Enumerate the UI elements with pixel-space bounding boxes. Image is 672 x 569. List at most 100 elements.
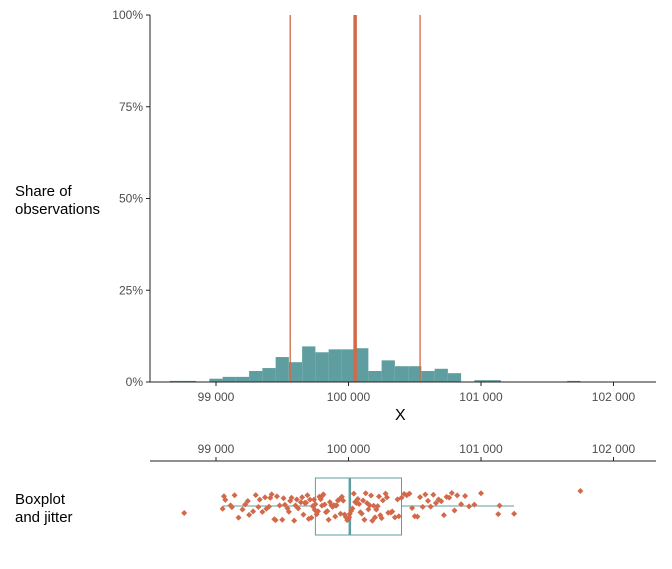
jitter-point-120 xyxy=(419,503,426,510)
jitter-point-78 xyxy=(346,510,353,517)
boxplot-x-tick-label-3: 102 000 xyxy=(592,442,636,456)
jitter-point-26 xyxy=(279,516,286,523)
jitter-point-80 xyxy=(349,505,356,512)
jitter-point-135 xyxy=(462,493,469,500)
histogram-x-tick-label-1: 100 000 xyxy=(327,390,371,404)
jitter-point-15 xyxy=(256,496,263,503)
jitter-point-14 xyxy=(255,503,262,510)
histogram-bar-5 xyxy=(249,370,263,382)
jitter-point-12 xyxy=(250,508,257,515)
jitter-point-0 xyxy=(181,510,188,516)
histogram-bar-15 xyxy=(381,360,395,382)
jitter-point-19 xyxy=(266,503,272,510)
histogram-bar-21 xyxy=(474,380,488,382)
histogram-y-tick-label-3: 75% xyxy=(119,100,143,114)
histogram-bar-7 xyxy=(275,357,289,382)
jitter-point-93 xyxy=(366,502,373,509)
jitter-point-17 xyxy=(262,494,269,501)
jitter-point-142 xyxy=(577,488,584,494)
histogram-y-axis-title: Share of observations xyxy=(15,183,101,218)
histogram-bar-17 xyxy=(408,366,422,382)
histogram-bar-8 xyxy=(288,362,303,382)
jitter-point-57 xyxy=(321,501,328,508)
histogram-panel: 0% 25% 50% 75% 100% 99 000 100 000 101 000 102 0… xyxy=(112,8,656,404)
jitter-point-44 xyxy=(307,496,314,503)
jitter-point-81 xyxy=(350,490,357,497)
histogram-bar-12 xyxy=(341,349,356,382)
jitter-point-70 xyxy=(337,510,344,517)
jitter-point-45 xyxy=(308,514,315,521)
jitter-point-84 xyxy=(354,496,361,503)
jitter-point-35 xyxy=(293,496,300,503)
boxplot-x-tick-label-1: 100 000 xyxy=(327,442,371,456)
boxplot-x-tick-label-0: 99 000 xyxy=(198,442,235,456)
jitter-point-49 xyxy=(312,501,319,508)
histogram-bar-23 xyxy=(567,380,581,382)
jitter-point-127 xyxy=(438,498,445,505)
jitter-point-16 xyxy=(259,508,266,515)
jitter-point-108 xyxy=(389,508,396,515)
jitter-point-124 xyxy=(430,491,437,498)
jitter-point-51 xyxy=(315,508,322,515)
jitter-point-39 xyxy=(300,511,307,518)
jitter-point-47 xyxy=(311,496,318,503)
jitter-point-111 xyxy=(395,513,402,520)
jitter-point-9 xyxy=(242,501,249,508)
jitter-point-10 xyxy=(244,497,251,504)
histogram-bar-18 xyxy=(421,370,435,382)
jitter-point-115 xyxy=(406,490,413,497)
jitter-point-28 xyxy=(281,501,288,508)
jitter-point-32 xyxy=(288,494,295,501)
jitter-point-33 xyxy=(291,517,298,524)
histogram-bar-13 xyxy=(355,348,369,382)
jitter-point-3 xyxy=(222,496,229,503)
histogram-x-tick-label-3: 102 000 xyxy=(592,390,636,404)
jitter-point-5 xyxy=(228,504,235,511)
jitter-point-72 xyxy=(340,497,347,504)
histogram-y-tick-label-2: 50% xyxy=(119,192,143,206)
jitter-point-133 xyxy=(454,492,461,499)
histogram-x-axis-title: X xyxy=(395,407,406,424)
jitter-point-89 xyxy=(361,516,368,523)
histogram-bar-20 xyxy=(447,373,462,382)
jitter-point-130 xyxy=(446,494,453,501)
jitter-point-131 xyxy=(448,490,455,497)
histogram-bar-2 xyxy=(209,378,223,382)
jitter-point-123 xyxy=(427,503,434,510)
jitter-point-41 xyxy=(303,499,310,506)
histogram-bar-19 xyxy=(434,368,448,382)
histogram-bar-11 xyxy=(328,349,342,382)
jitter-point-122 xyxy=(425,497,431,504)
jitter-point-97 xyxy=(372,514,378,521)
jitter-point-42 xyxy=(304,492,311,499)
jitter-point-139 xyxy=(495,511,502,518)
jitter-point-8 xyxy=(239,506,246,513)
jitter-point-112 xyxy=(398,494,405,501)
histogram-bar-4 xyxy=(235,376,250,382)
histogram-bar-10 xyxy=(315,352,329,382)
jitter-point-21 xyxy=(268,491,275,498)
jitter-point-24 xyxy=(273,493,280,500)
jitter-point-137 xyxy=(471,501,478,508)
histogram-y-tick-label-4: 100% xyxy=(112,8,143,22)
jitter-point-1 xyxy=(219,505,226,512)
jitter-point-23 xyxy=(272,517,279,524)
histogram-bar-1 xyxy=(182,380,197,382)
jitter-point-96 xyxy=(370,502,377,509)
jitter-point-119 xyxy=(417,494,424,501)
jitter-point-94 xyxy=(368,492,375,499)
jitter-point-11 xyxy=(246,511,253,518)
jitter-point-90 xyxy=(362,490,369,497)
jitter-point-59 xyxy=(324,508,331,515)
histogram-x-tick-label-0: 99 000 xyxy=(198,390,235,404)
histogram-y-tick-label-0: 0% xyxy=(126,375,144,389)
histogram-y-tick-label-1: 25% xyxy=(119,283,143,297)
jitter-point-134 xyxy=(458,501,465,508)
jitter-point-38 xyxy=(299,494,306,501)
histogram-bar-9 xyxy=(302,346,316,382)
jitter-point-36 xyxy=(295,505,302,512)
jitter-point-128 xyxy=(440,512,447,519)
histogram-bar-6 xyxy=(262,368,276,382)
jitter-point-60 xyxy=(325,516,332,523)
jitter-point-87 xyxy=(358,510,365,517)
